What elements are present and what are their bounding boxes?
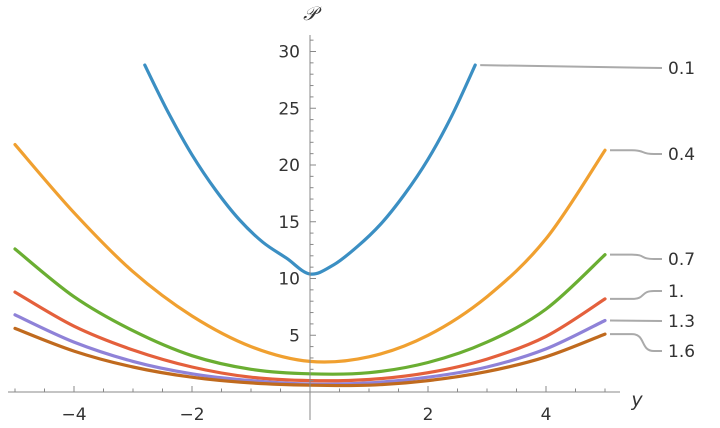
x-axis-title: y	[630, 389, 643, 411]
legend-label: 1.	[668, 282, 684, 302]
legend-connector	[610, 290, 662, 300]
y-tick-label: 30	[278, 43, 300, 63]
x-tick-label: 4	[541, 405, 552, 425]
x-tick-label: −4	[61, 405, 86, 425]
y-tick-label: 25	[278, 99, 300, 119]
y-tick-label: 15	[278, 213, 300, 233]
legend-connector	[480, 64, 663, 69]
axes-layer: −4 −2 2 4 5 10 15 20 25 30 y 𝒫	[8, 3, 643, 425]
legend-connector	[609, 319, 663, 322]
legend-connector	[610, 149, 662, 155]
x-tick-label: −2	[179, 405, 204, 425]
legend-label: 1.6	[668, 342, 695, 362]
legend-label: 0.4	[668, 145, 695, 165]
legend-label: 0.7	[668, 250, 695, 270]
y-axis-title: 𝒫	[303, 3, 322, 25]
y-tick-label: 10	[278, 270, 300, 290]
legend-label: 0.1	[668, 59, 695, 79]
legend-connector	[610, 333, 662, 352]
y-tick-label: 20	[278, 156, 300, 176]
legend-connector	[610, 253, 662, 260]
legend-layer: 0.1 0.4 0.7 1. 1.3 1.6	[480, 59, 695, 362]
y-tick-label: 5	[289, 326, 300, 346]
legend-label: 1.3	[668, 312, 695, 332]
x-tick-label: 2	[423, 405, 434, 425]
